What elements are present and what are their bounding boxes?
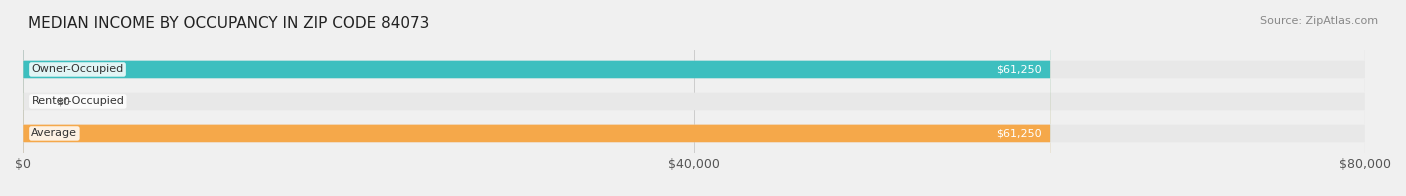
Text: MEDIAN INCOME BY OCCUPANCY IN ZIP CODE 84073: MEDIAN INCOME BY OCCUPANCY IN ZIP CODE 8…: [28, 16, 429, 31]
Text: Average: Average: [31, 128, 77, 138]
Text: Renter-Occupied: Renter-Occupied: [31, 96, 124, 106]
Text: Source: ZipAtlas.com: Source: ZipAtlas.com: [1260, 16, 1378, 26]
FancyBboxPatch shape: [22, 0, 1365, 196]
FancyBboxPatch shape: [22, 0, 1050, 196]
Text: Owner-Occupied: Owner-Occupied: [31, 64, 124, 74]
FancyBboxPatch shape: [22, 0, 1365, 196]
FancyBboxPatch shape: [22, 0, 1365, 196]
Text: $0: $0: [56, 96, 70, 106]
Text: $61,250: $61,250: [997, 64, 1042, 74]
Text: $61,250: $61,250: [997, 128, 1042, 138]
FancyBboxPatch shape: [22, 0, 1050, 196]
